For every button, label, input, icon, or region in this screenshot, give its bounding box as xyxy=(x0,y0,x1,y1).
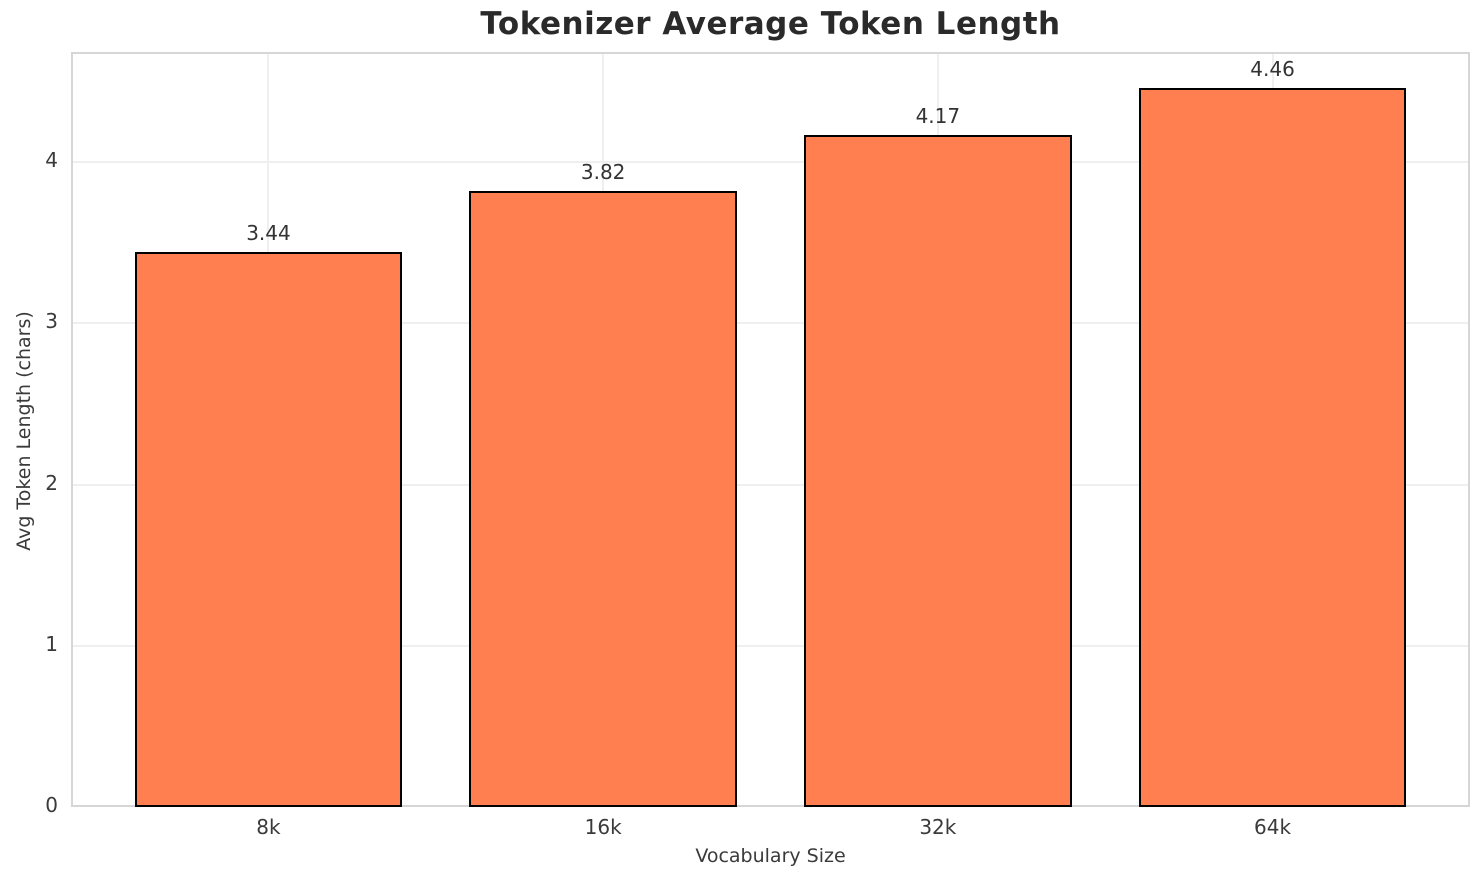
x-tick-label: 64k xyxy=(1254,815,1292,839)
bar-value-label: 3.44 xyxy=(246,221,291,246)
x-tick-label: 8k xyxy=(256,815,281,839)
y-gridline xyxy=(73,322,1468,325)
y-tick-label: 4 xyxy=(45,148,58,173)
x-tick-label: 16k xyxy=(584,815,622,839)
bar-value-label: 4.17 xyxy=(915,103,961,128)
bar-value-label: 3.82 xyxy=(580,160,626,185)
y-tick-label: 2 xyxy=(45,470,58,495)
x-tick-label: 32k xyxy=(919,815,957,839)
y-tick-label: 0 xyxy=(45,793,58,817)
bar xyxy=(469,191,738,807)
y-gridline xyxy=(73,161,1468,164)
chart-title: Tokenizer Average Token Length xyxy=(480,6,1061,42)
y-gridline xyxy=(73,644,1468,647)
x-axis-title: Vocabulary Size xyxy=(695,845,846,867)
bar xyxy=(803,134,1072,807)
bar xyxy=(1138,87,1407,807)
bar xyxy=(134,252,403,807)
y-tick-label: 1 xyxy=(45,631,58,656)
y-tick-label: 3 xyxy=(45,309,58,334)
bar-value-label: 4.46 xyxy=(1250,56,1295,81)
y-gridline xyxy=(73,483,1468,486)
y-axis-title: Avg Token Length (chars) xyxy=(13,311,35,551)
